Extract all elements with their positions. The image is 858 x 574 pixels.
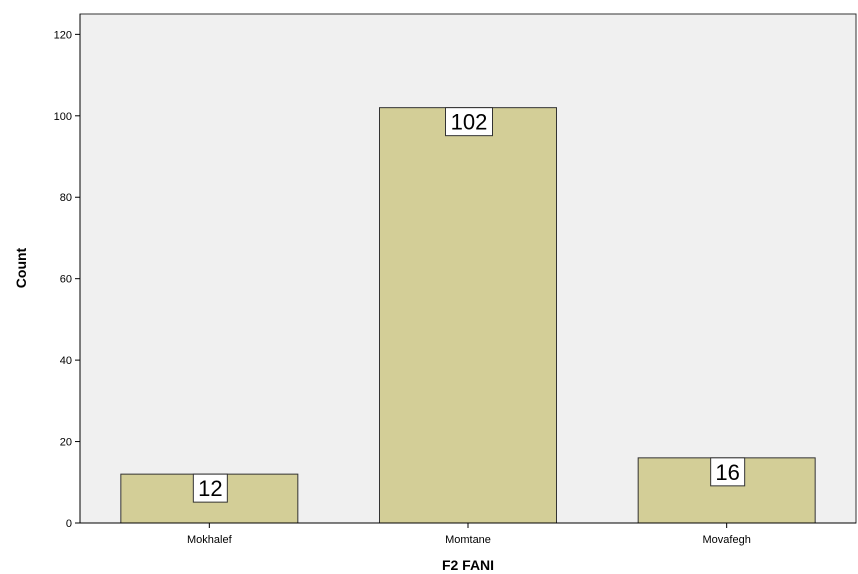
x-axis-tick-labels: Mokhalef Momtane Movafegh	[187, 523, 751, 546]
x-tick-label: Momtane	[445, 534, 491, 546]
y-axis-ticks: 0 20 40 60 80 100 120	[54, 29, 80, 530]
data-label-box	[710, 457, 746, 487]
y-tick-label: 100	[54, 111, 72, 123]
x-axis-title: F2 FANI	[442, 557, 494, 573]
x-tick-label: Mokhalef	[187, 534, 233, 546]
y-tick-label: 40	[60, 355, 72, 367]
y-tick-label: 0	[66, 518, 72, 530]
bar-momtane	[379, 107, 557, 524]
y-tick-label: 20	[60, 437, 72, 449]
data-label-box	[192, 473, 228, 503]
y-axis-title: Count	[13, 247, 29, 288]
y-tick-label: 120	[54, 29, 72, 41]
data-label: 12	[198, 476, 222, 501]
bars: 12 102 16	[120, 107, 816, 524]
x-tick-label: Movafegh	[703, 534, 751, 546]
y-tick-label: 60	[60, 274, 72, 286]
data-label: 16	[715, 460, 739, 485]
data-label-box	[445, 107, 493, 137]
y-tick-label: 80	[60, 192, 72, 204]
data-label: 102	[451, 110, 488, 135]
